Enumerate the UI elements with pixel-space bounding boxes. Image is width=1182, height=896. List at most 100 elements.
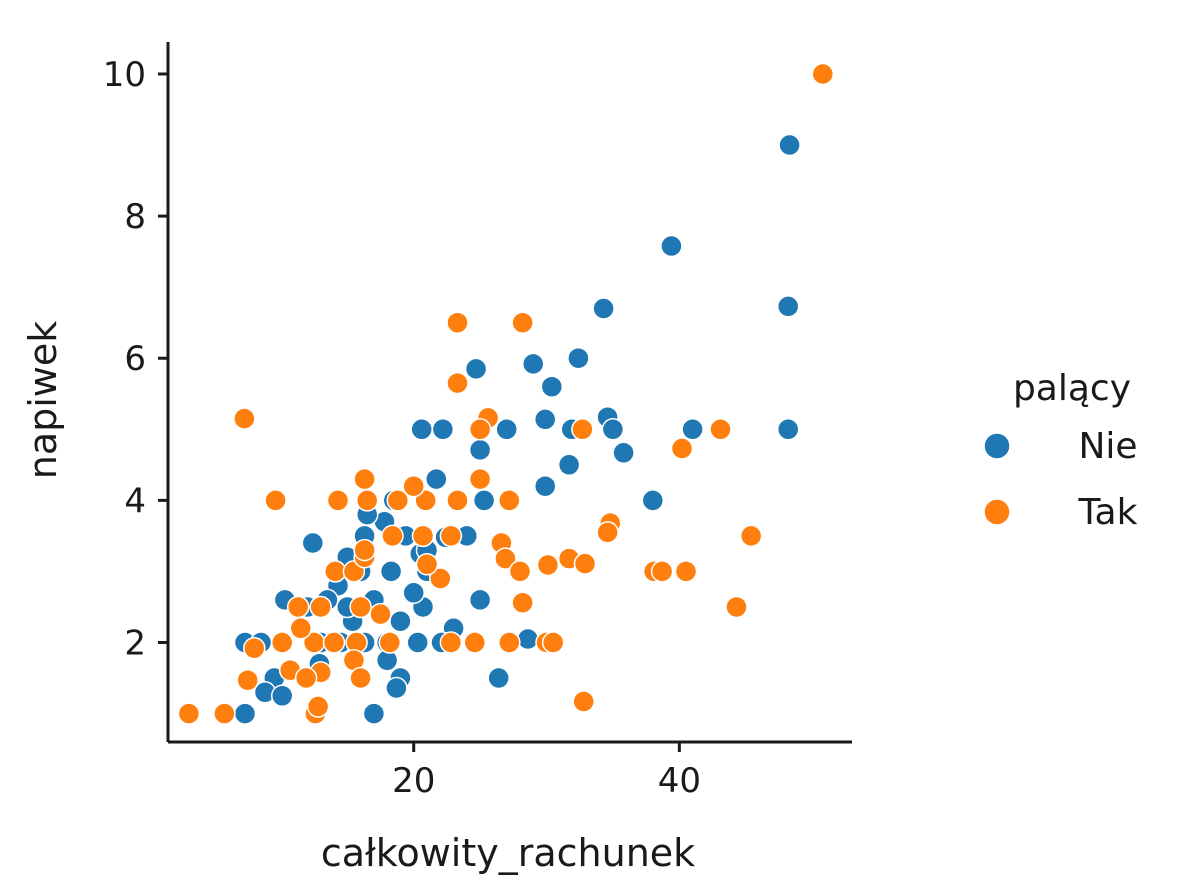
points-layer — [177, 62, 835, 725]
point-tak-63 — [306, 695, 330, 718]
legend: palący Nie Tak — [983, 368, 1138, 533]
point-tak-65 — [213, 702, 236, 725]
point-tak-55 — [289, 617, 313, 640]
point-tak-11 — [353, 467, 376, 491]
point-tak-50 — [463, 631, 487, 654]
point-tak-51 — [498, 631, 521, 654]
legend-label-tak: Tak — [1078, 492, 1138, 533]
point-tak-42 — [309, 595, 332, 619]
point-nie-0 — [778, 133, 801, 157]
point-tak-46 — [322, 631, 346, 654]
y-tick-label-6: 6 — [124, 339, 146, 379]
point-nie-66 — [389, 609, 412, 633]
y-tick-label-10: 10 — [103, 55, 146, 95]
point-tak-10 — [468, 467, 492, 491]
x-axis-title: całkowity_rachunek — [321, 831, 695, 875]
point-nie-52 — [270, 684, 294, 708]
point-tak-22 — [739, 524, 763, 548]
point-tak-68 — [415, 553, 439, 576]
y-tick-label-2: 2 — [124, 624, 146, 664]
point-nie-13 — [681, 418, 704, 441]
point-nie-4 — [776, 418, 800, 441]
legend-title: palący — [1013, 368, 1131, 409]
ticks-layer: 20 40 2 4 6 8 10 — [103, 55, 701, 801]
point-nie-58 — [487, 666, 510, 690]
point-tak-53 — [541, 631, 565, 654]
point-tak-39 — [429, 567, 452, 590]
point-tak-21 — [596, 521, 619, 544]
point-tak-49 — [439, 631, 463, 654]
point-tak-2 — [511, 311, 534, 334]
point-tak-43 — [286, 595, 310, 619]
point-tak-7 — [571, 418, 594, 441]
point-tak-44 — [270, 631, 294, 654]
point-tak-25 — [439, 524, 463, 548]
legend-entry-tak: Tak — [983, 492, 1138, 533]
point-tak-18 — [498, 489, 521, 512]
x-tick-label-20: 20 — [392, 761, 435, 801]
point-tak-30 — [494, 547, 517, 570]
point-tak-34 — [573, 552, 597, 575]
point-tak-23 — [381, 524, 404, 548]
point-tak-36 — [650, 560, 674, 583]
point-nie-8 — [464, 357, 488, 381]
legend-label-nie: Nie — [1078, 426, 1137, 467]
point-tak-14 — [355, 489, 379, 512]
point-tak-6 — [468, 418, 492, 441]
point-nie-12 — [612, 441, 635, 465]
point-tak-54 — [243, 636, 266, 660]
point-nie-22 — [472, 489, 496, 512]
point-tak-60 — [294, 666, 318, 690]
point-nie-44 — [406, 631, 429, 654]
point-tak-4 — [233, 407, 256, 430]
point-tak-69 — [369, 602, 392, 626]
point-tak-15 — [386, 489, 410, 512]
point-tak-9 — [670, 437, 694, 460]
point-tak-37 — [674, 560, 698, 583]
point-nie-3 — [592, 297, 615, 320]
point-tak-19 — [402, 474, 425, 498]
point-nie-15 — [495, 418, 518, 441]
point-nie-19 — [468, 438, 492, 462]
point-nie-23 — [425, 467, 448, 491]
y-tick-label-8: 8 — [124, 197, 146, 237]
point-tak-12 — [264, 489, 287, 512]
point-tak-13 — [326, 489, 350, 512]
point-tak-31 — [508, 560, 532, 583]
point-tak-48 — [378, 631, 402, 654]
point-tak-67 — [353, 538, 376, 562]
point-tak-17 — [446, 489, 469, 512]
point-tak-40 — [725, 595, 748, 619]
point-nie-18 — [557, 453, 581, 477]
y-tick-label-4: 4 — [124, 481, 146, 521]
point-nie-5 — [567, 346, 590, 370]
point-nie-7 — [540, 375, 564, 398]
legend-marker-nie — [983, 432, 1011, 460]
point-nie-20 — [533, 474, 557, 498]
point-nie-6 — [521, 352, 545, 376]
point-nie-67 — [402, 581, 425, 605]
point-tak-66 — [572, 690, 595, 713]
point-tak-0 — [811, 62, 835, 86]
point-nie-56 — [362, 702, 386, 725]
point-tak-1 — [446, 311, 469, 334]
point-tak-32 — [536, 553, 560, 577]
legend-entry-nie: Nie — [983, 426, 1138, 467]
point-tak-3 — [446, 371, 469, 395]
point-nie-47 — [516, 627, 540, 651]
point-nie-21 — [641, 489, 665, 512]
point-nie-16 — [410, 418, 433, 441]
legend-marker-tak — [983, 498, 1011, 526]
x-tick-label-40: 40 — [658, 761, 701, 801]
point-tak-57 — [349, 666, 372, 690]
point-nie-35 — [379, 560, 403, 583]
point-nie-2 — [776, 295, 800, 318]
point-tak-41 — [349, 595, 372, 619]
point-nie-11 — [601, 418, 625, 441]
point-nie-57 — [233, 702, 257, 725]
point-nie-46 — [468, 588, 492, 612]
y-axis-title: napiwek — [21, 321, 65, 480]
point-tak-8 — [709, 418, 732, 441]
point-nie-17 — [431, 418, 455, 441]
